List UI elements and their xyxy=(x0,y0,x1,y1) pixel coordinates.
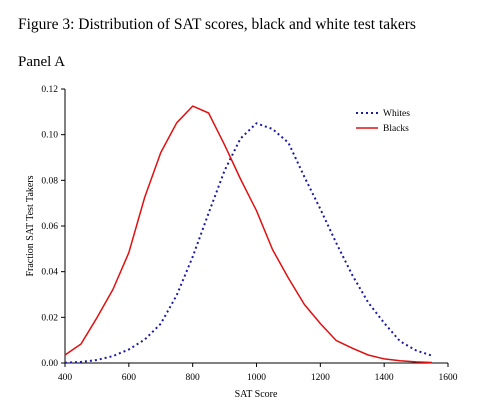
series-line-whites xyxy=(64,122,433,364)
x-tick-label: 400 xyxy=(58,373,73,383)
series-line-blacks xyxy=(64,105,433,364)
y-axis-label: Fraction SAT Test Takers xyxy=(25,175,36,276)
x-axis-ticks: 400 600 800 1000 1200 1400 1600 xyxy=(58,363,458,383)
legend-label-whites: Whites xyxy=(383,109,410,119)
x-tick-label: 1400 xyxy=(375,373,394,383)
panel-label: Panel A xyxy=(18,54,66,70)
legend-label-blacks: Blacks xyxy=(383,124,409,134)
y-axis-ticks: 0.00 0.02 0.04 0.06 0.08 0.10 0.12 xyxy=(41,85,65,369)
x-tick-label: 1200 xyxy=(311,373,330,383)
y-tick-label: 0.08 xyxy=(41,176,58,186)
x-tick-label: 1600 xyxy=(439,373,458,383)
x-axis-label: SAT Score xyxy=(235,389,278,400)
figure-title: Figure 3: Distribution of SAT scores, bl… xyxy=(18,16,416,33)
y-tick-label: 0.00 xyxy=(41,359,58,369)
x-tick-label: 1000 xyxy=(247,373,266,383)
y-tick-label: 0.10 xyxy=(41,131,58,141)
y-tick-label: 0.02 xyxy=(41,313,58,323)
x-tick-label: 600 xyxy=(122,373,137,383)
y-tick-label: 0.12 xyxy=(41,85,58,95)
chart-legend: Whites Blacks xyxy=(356,109,410,134)
y-tick-label: 0.06 xyxy=(41,222,58,232)
series-layer xyxy=(64,105,433,364)
y-tick-label: 0.04 xyxy=(41,268,58,278)
x-tick-label: 800 xyxy=(186,373,201,383)
